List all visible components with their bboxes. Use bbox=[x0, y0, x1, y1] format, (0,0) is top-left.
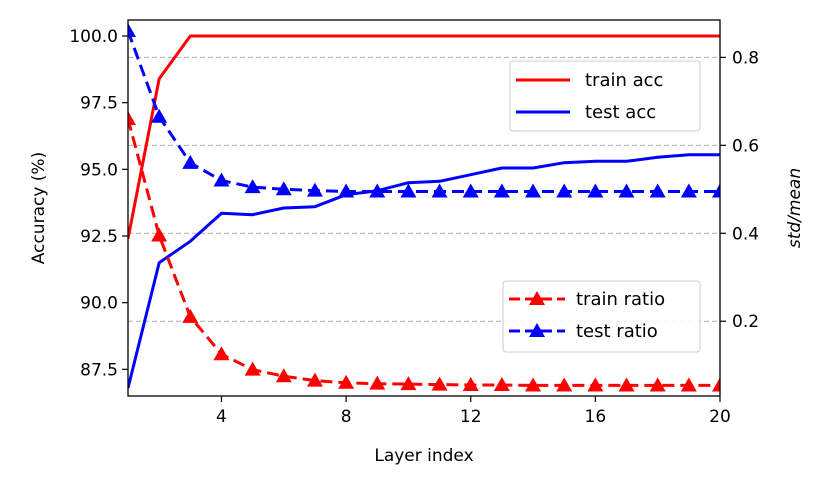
marker-train-ratio-17 bbox=[618, 377, 635, 392]
marker-train-ratio-12 bbox=[462, 377, 479, 392]
marker-test-ratio-6 bbox=[275, 181, 292, 196]
y-right-tick-label-0.6: 0.6 bbox=[732, 136, 759, 156]
marker-test-ratio-16 bbox=[587, 183, 604, 198]
y-left-tick-label-97.5: 97.5 bbox=[80, 94, 118, 114]
y-right-tick-label-0.8: 0.8 bbox=[732, 48, 759, 68]
legend-marker-test-ratio bbox=[529, 323, 545, 337]
marker-train-ratio-1 bbox=[128, 110, 136, 125]
marker-test-ratio-19 bbox=[680, 183, 697, 198]
marker-train-ratio-7 bbox=[306, 372, 323, 387]
marker-train-ratio-13 bbox=[493, 377, 510, 392]
series-layer bbox=[128, 22, 720, 392]
marker-test-ratio-13 bbox=[493, 183, 510, 198]
legend-label-train-ratio: train ratio bbox=[576, 289, 665, 310]
y-left-tick-label-90.0: 90.0 bbox=[80, 294, 118, 314]
x-tick-label-8: 8 bbox=[341, 407, 352, 427]
axes-layer: 4 8 12 16 20 87.5 90.0 92.5 95.0 97.5 100.0 0.2 0.4 0… bbox=[69, 27, 759, 427]
legend-ratio: train ratio test ratio bbox=[502, 280, 701, 353]
marker-test-ratio-8 bbox=[338, 183, 355, 198]
marker-test-ratio-12 bbox=[462, 183, 479, 198]
legend-label-train-acc: train acc bbox=[585, 70, 663, 91]
marker-test-ratio-20 bbox=[712, 183, 720, 198]
marker-test-ratio-17 bbox=[618, 183, 635, 198]
series-line-test-ratio bbox=[128, 30, 720, 193]
marker-test-ratio-3 bbox=[182, 154, 199, 169]
x-tick-label-20: 20 bbox=[709, 407, 731, 427]
marker-test-ratio-9 bbox=[369, 183, 386, 198]
marker-train-ratio-6 bbox=[275, 368, 292, 383]
marker-train-ratio-11 bbox=[431, 376, 448, 391]
marker-train-ratio-15 bbox=[556, 377, 573, 392]
marker-train-ratio-18 bbox=[649, 377, 666, 392]
marker-test-ratio-14 bbox=[525, 183, 542, 198]
marker-train-ratio-20 bbox=[712, 377, 720, 392]
plot-frame bbox=[127, 19, 721, 397]
series-line-train-acc bbox=[128, 34, 720, 239]
y-left-tick-label-100.0: 100.0 bbox=[69, 27, 118, 47]
marker-test-ratio-7 bbox=[306, 182, 323, 197]
gridlines bbox=[128, 56, 720, 322]
legend-ratio-box bbox=[502, 280, 701, 353]
legend-label-test-ratio: test ratio bbox=[576, 321, 658, 342]
marker-train-ratio-14 bbox=[525, 377, 542, 392]
x-axis-title: Layer index bbox=[374, 446, 473, 466]
y-left-tick-label-87.5: 87.5 bbox=[80, 360, 118, 380]
marker-test-ratio-1 bbox=[128, 22, 136, 37]
marker-test-ratio-11 bbox=[431, 183, 448, 198]
y-left-tick-label-95.0: 95.0 bbox=[80, 160, 118, 180]
series-line-test-acc bbox=[128, 153, 720, 389]
y-left-tick-label-92.5: 92.5 bbox=[80, 227, 118, 247]
marker-train-ratio-8 bbox=[338, 374, 355, 389]
legend-accuracy: train acc test acc bbox=[509, 60, 701, 132]
marker-train-ratio-2 bbox=[151, 227, 168, 242]
legend-label-test-acc: test acc bbox=[585, 102, 656, 123]
y-axis-title-left: Accuracy (%) bbox=[29, 152, 49, 264]
marker-test-ratio-10 bbox=[400, 183, 417, 198]
marker-train-ratio-5 bbox=[244, 361, 261, 376]
marker-train-ratio-16 bbox=[587, 377, 604, 392]
y-right-tick-label-0.2: 0.2 bbox=[732, 312, 759, 332]
marker-test-ratio-5 bbox=[244, 179, 261, 194]
marker-test-ratio-18 bbox=[649, 183, 666, 198]
marker-train-ratio-9 bbox=[369, 375, 386, 390]
x-tick-label-16: 16 bbox=[585, 407, 607, 427]
y-right-tick-label-0.4: 0.4 bbox=[732, 224, 759, 244]
x-tick-label-4: 4 bbox=[216, 407, 227, 427]
marker-train-ratio-10 bbox=[400, 376, 417, 391]
marker-train-ratio-4 bbox=[213, 346, 230, 361]
marker-train-ratio-19 bbox=[680, 377, 697, 392]
marker-test-ratio-15 bbox=[556, 183, 573, 198]
y-axis-title-right: std/mean bbox=[785, 168, 805, 248]
x-tick-label-12: 12 bbox=[460, 407, 482, 427]
marker-test-ratio-4 bbox=[213, 172, 230, 187]
marker-test-ratio-2 bbox=[151, 108, 168, 123]
marker-train-ratio-3 bbox=[182, 308, 199, 323]
legend-marker-train-ratio bbox=[529, 291, 545, 305]
